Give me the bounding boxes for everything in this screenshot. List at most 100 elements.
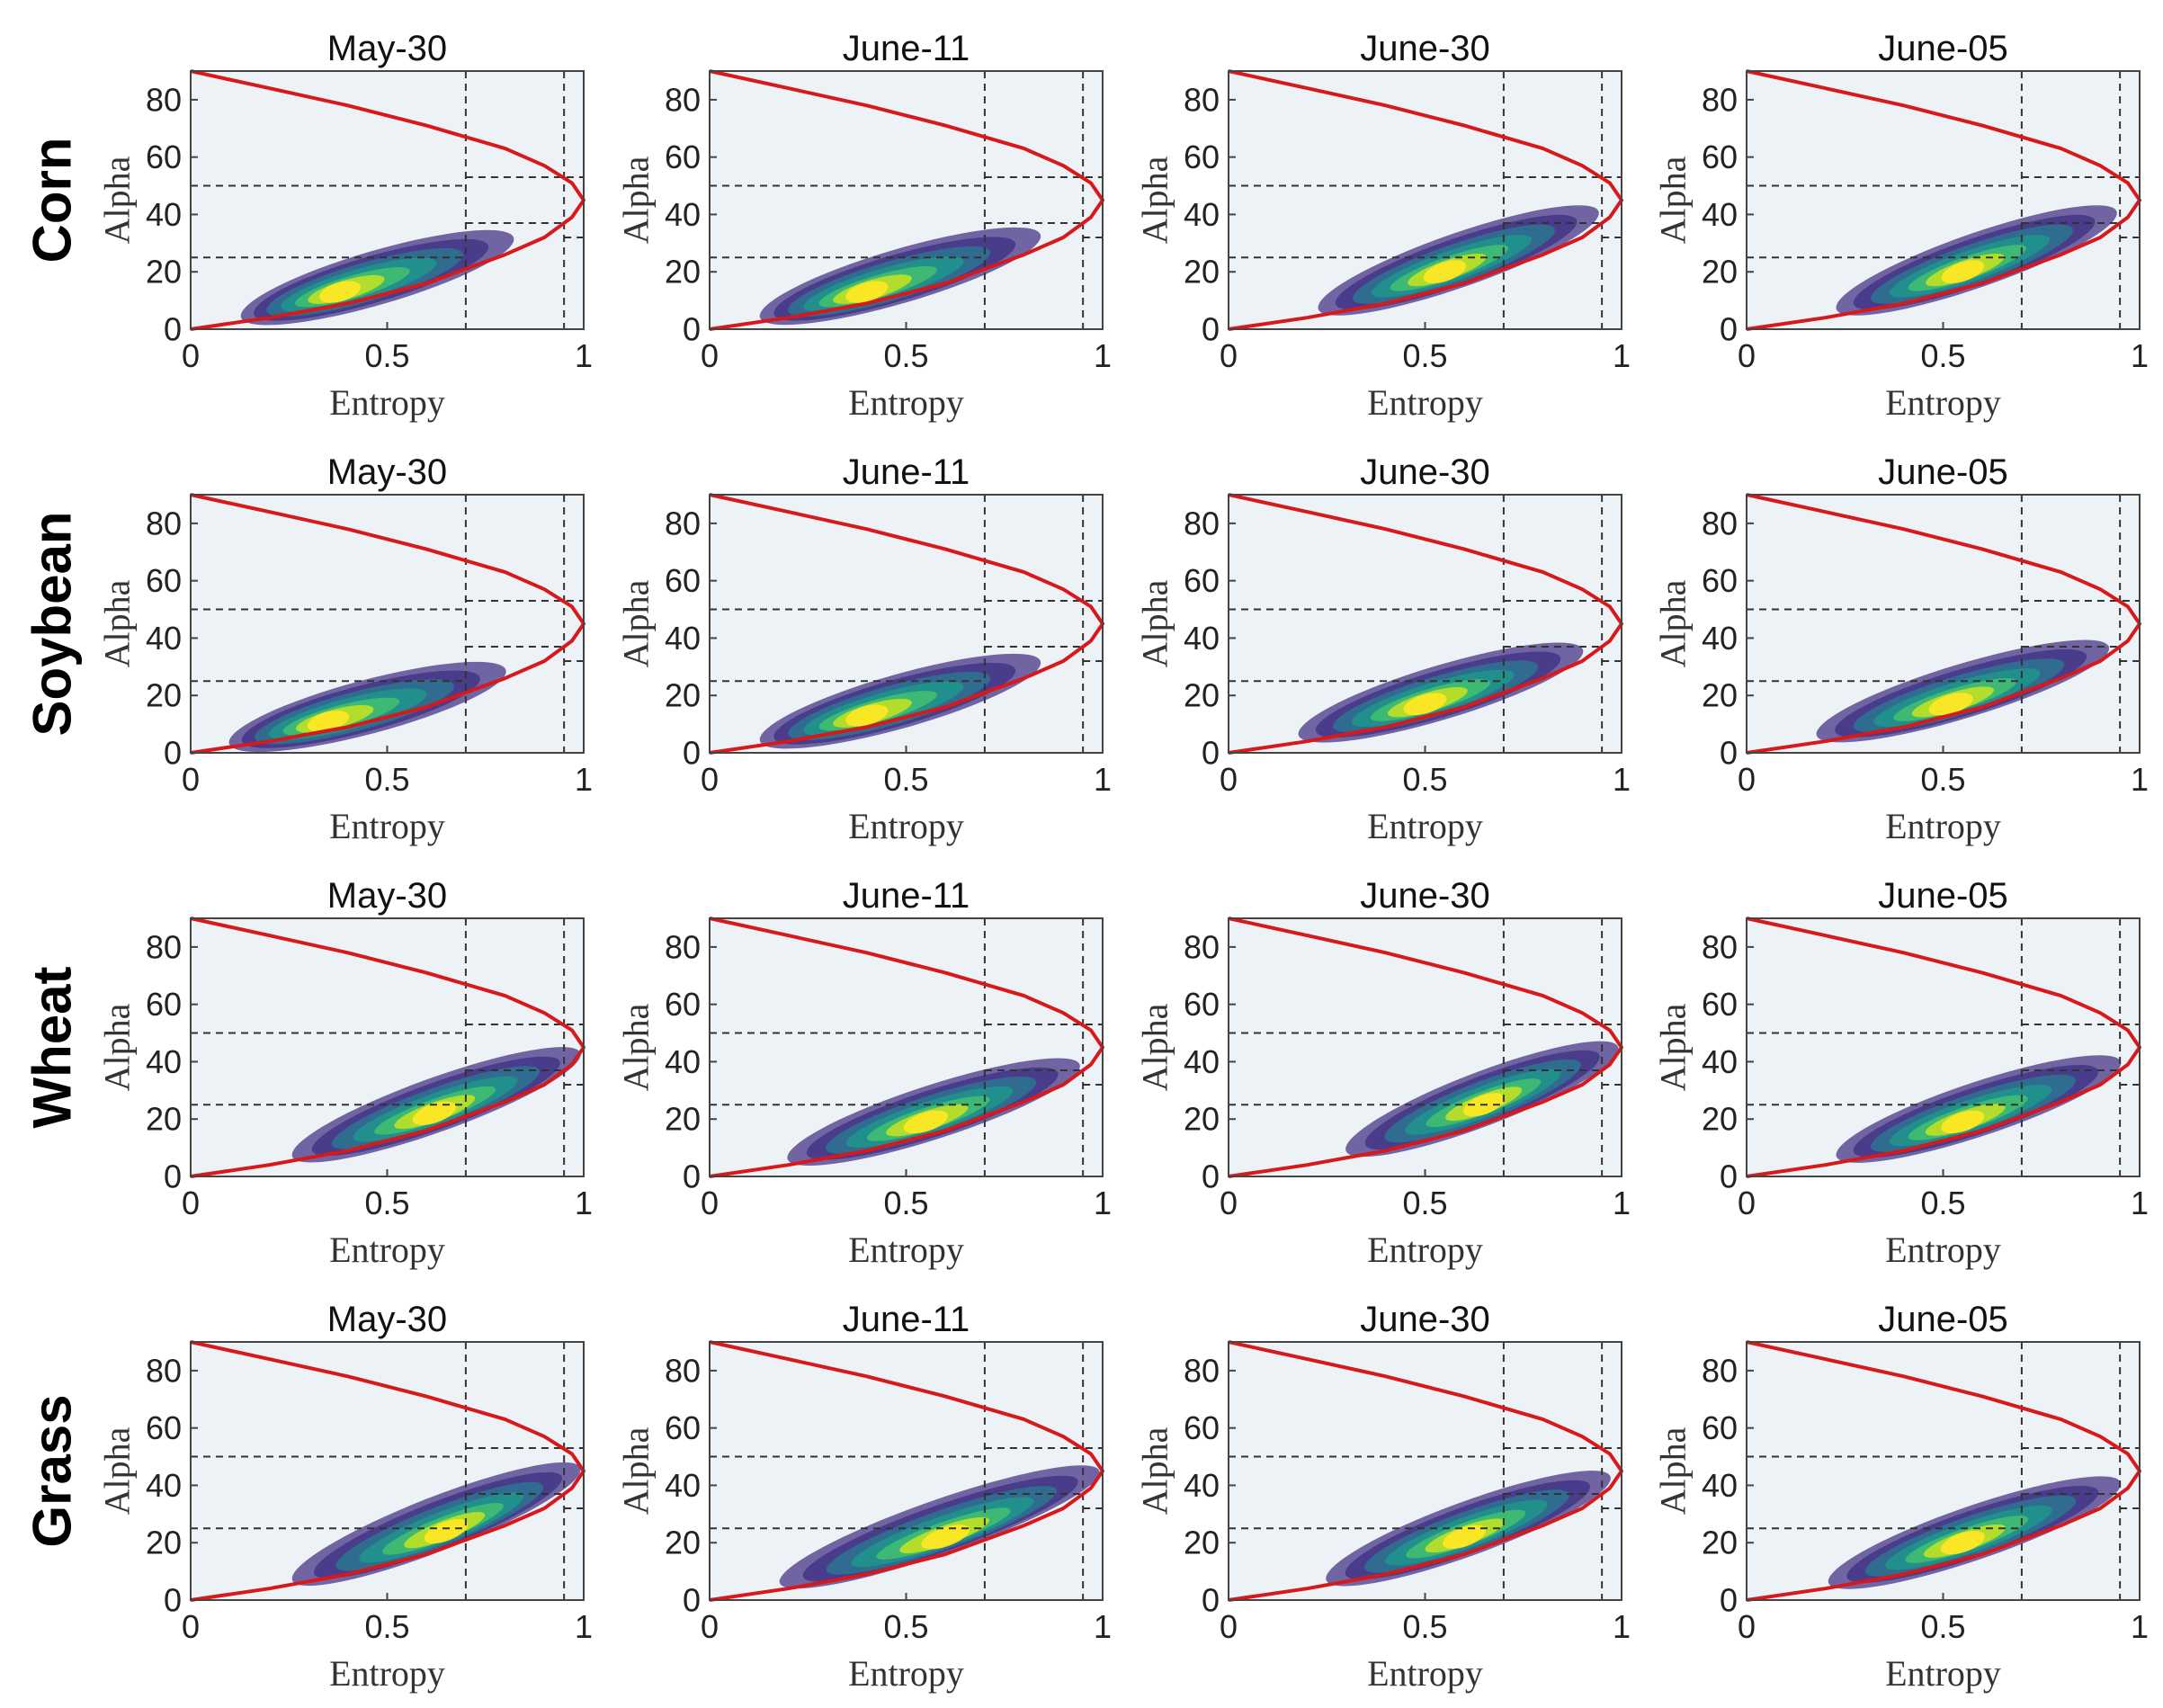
density-level-6 [1443, 1525, 1487, 1549]
x-tick-label: 0 [701, 761, 719, 798]
density-level-6 [1928, 693, 1973, 716]
x-tick-label: 0 [1220, 1608, 1238, 1645]
y-tick-label: 20 [1184, 1101, 1220, 1138]
y-axis-label: Alpha [1653, 1426, 1694, 1515]
density-cloud [1836, 1055, 2122, 1163]
density-cloud [1828, 1476, 2122, 1589]
x-tick-label: 1 [1094, 1608, 1112, 1645]
zone-boundaries [1229, 918, 1622, 1176]
x-tick-label: 0.5 [1920, 337, 1965, 374]
y-tick-label: 60 [1702, 986, 1738, 1023]
y-axis-label: Alpha [1653, 1003, 1694, 1091]
y-tick-label: 20 [146, 254, 182, 291]
zone-boundaries [1747, 918, 2140, 1176]
x-tick-label: 1 [575, 761, 593, 798]
x-tick-label: 0.5 [1920, 1608, 1965, 1645]
y-axis-label: Alpha [97, 156, 138, 244]
density-level-6 [319, 281, 361, 303]
panel-soybean-may-30: May-30 0 20 40 60 80 0 0.5 1 Entropy Alpha [97, 452, 594, 846]
x-tick-label: 0.5 [1920, 761, 1965, 798]
panel-grass-june-30: June-30 0 20 40 60 80 0 0.5 1 Entropy Alpha [1135, 1300, 1631, 1694]
y-tick-label: 20 [1184, 677, 1220, 714]
y-tick-label: 20 [146, 677, 182, 714]
panel-corn-june-05: June-05 0 20 40 60 80 0 0.5 1 Entropy Alpha [1653, 29, 2150, 423]
x-tick-label: 0 [1738, 761, 1756, 798]
panel-title: June-05 [1878, 452, 2008, 492]
y-tick-label: 80 [146, 81, 182, 118]
row-label-grass: Grass [22, 1394, 83, 1547]
x-tick-label: 0 [701, 337, 719, 374]
x-tick-label: 0.5 [364, 1185, 409, 1221]
y-tick-label: 0 [1720, 311, 1738, 348]
x-tick-label: 0 [1738, 1608, 1756, 1645]
y-tick-label: 80 [1702, 81, 1738, 118]
x-axis-label: Entropy [848, 806, 964, 846]
x-tick-label: 0 [1220, 1185, 1238, 1221]
x-tick-label: 0.5 [883, 761, 928, 798]
x-tick-label: 0 [182, 1185, 200, 1221]
zone-boundaries [191, 1342, 584, 1600]
y-tick-label: 20 [665, 1525, 701, 1561]
x-tick-label: 0.5 [364, 1608, 409, 1645]
density-level-6 [1940, 1531, 1985, 1555]
x-tick-label: 1 [1613, 1185, 1631, 1221]
zone-boundaries [1229, 495, 1622, 753]
zone-boundaries [191, 71, 584, 329]
x-tick-label: 0 [701, 1608, 719, 1645]
y-axis-label: Alpha [1135, 156, 1175, 244]
y-tick-label: 80 [1184, 928, 1220, 965]
x-tick-label: 1 [2131, 337, 2149, 374]
y-tick-label: 0 [1202, 1582, 1220, 1619]
x-axis-label: Entropy [1367, 1653, 1483, 1694]
panel-title: June-30 [1360, 29, 1490, 68]
y-tick-label: 40 [146, 620, 182, 657]
density-cloud [787, 1058, 1080, 1167]
zone-boundaries [710, 71, 1103, 329]
y-tick-label: 40 [1702, 620, 1738, 657]
y-tick-label: 80 [665, 81, 701, 118]
y-tick-label: 0 [164, 311, 182, 348]
density-level-6 [412, 1101, 457, 1125]
density-cloud [1816, 639, 2110, 743]
x-tick-label: 1 [2131, 1608, 2149, 1645]
y-tick-label: 60 [146, 1409, 182, 1446]
y-axis-label: Alpha [1135, 579, 1175, 667]
x-tick-label: 0 [1738, 1185, 1756, 1221]
y-tick-label: 60 [665, 562, 701, 599]
x-tick-label: 1 [1094, 761, 1112, 798]
x-tick-label: 0 [182, 337, 200, 374]
x-axis-label: Entropy [329, 1653, 445, 1694]
y-tick-label: 40 [665, 196, 701, 233]
density-cloud [759, 653, 1041, 749]
panel-title: June-11 [843, 452, 970, 492]
x-axis-label: Entropy [1367, 1230, 1483, 1270]
y-axis-label: Alpha [1653, 579, 1694, 667]
x-tick-label: 1 [2131, 1185, 2149, 1221]
zone-boundaries [1229, 1342, 1622, 1600]
panel-soybean-june-30: June-30 0 20 40 60 80 0 0.5 1 Entropy Alpha [1135, 452, 1631, 846]
y-tick-label: 60 [1702, 562, 1738, 599]
zone-boundaries [710, 1342, 1103, 1600]
panel-grass-may-30: May-30 0 20 40 60 80 0 0.5 1 Entropy Alpha [97, 1300, 594, 1694]
y-tick-label: 0 [1720, 735, 1738, 772]
row-label-corn: Corn [22, 138, 83, 264]
x-tick-label: 1 [575, 1608, 593, 1645]
y-tick-label: 0 [1202, 735, 1220, 772]
y-tick-label: 40 [1184, 196, 1220, 233]
y-tick-label: 0 [683, 735, 701, 772]
y-tick-label: 40 [1184, 1467, 1220, 1504]
y-tick-label: 40 [1184, 620, 1220, 657]
x-tick-label: 0 [1220, 337, 1238, 374]
y-tick-label: 40 [146, 1043, 182, 1080]
density-level-6 [1941, 260, 1984, 284]
y-tick-label: 20 [146, 1101, 182, 1138]
x-tick-label: 1 [2131, 761, 2149, 798]
panel-corn-june-30: June-30 0 20 40 60 80 0 0.5 1 Entropy Alpha [1135, 29, 1631, 423]
panel-wheat-june-05: June-05 0 20 40 60 80 0 0.5 1 Entropy Alpha [1653, 876, 2150, 1270]
density-level-6 [307, 711, 350, 732]
y-tick-label: 0 [1720, 1582, 1738, 1619]
zone-boundaries [191, 495, 584, 753]
density-level-6 [845, 281, 889, 303]
density-cloud [1836, 205, 2117, 316]
y-tick-label: 40 [665, 1467, 701, 1504]
